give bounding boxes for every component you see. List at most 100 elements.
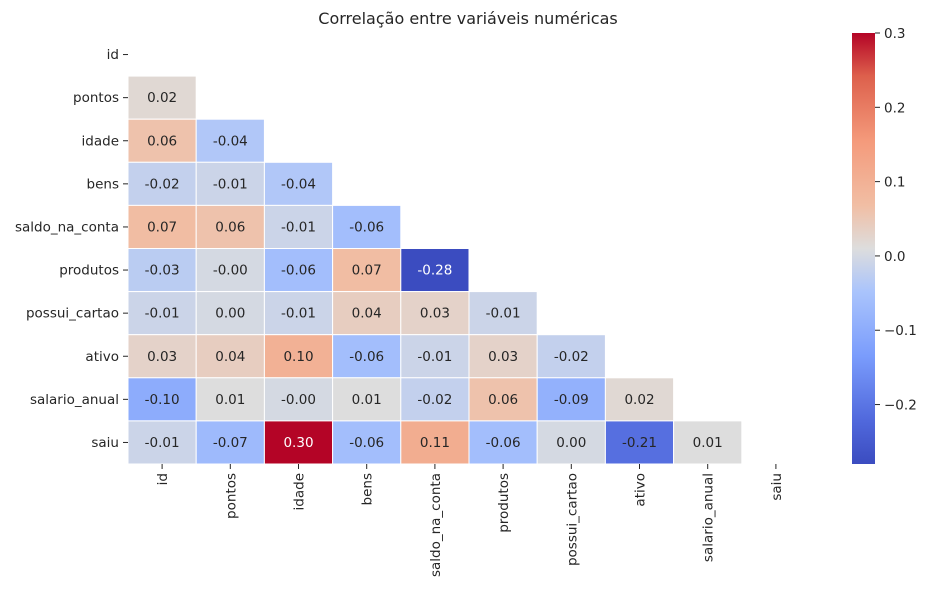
cell-value-label: 0.07 bbox=[147, 219, 177, 235]
y-tick-label: bens bbox=[87, 176, 119, 192]
heatmap-cell bbox=[263, 291, 334, 336]
colorbar-tick-label: 0.2 bbox=[884, 100, 905, 116]
heatmap-cell bbox=[127, 75, 197, 120]
x-tick-label: salario_anual bbox=[701, 473, 717, 562]
x-tick-label: id bbox=[155, 473, 171, 485]
cell-value-label: 0.06 bbox=[488, 392, 518, 408]
cell-value-label: -0.06 bbox=[349, 349, 384, 365]
colorbar-tick-label: −0.1 bbox=[884, 323, 917, 339]
cell-value-label: -0.07 bbox=[213, 435, 248, 451]
cell-value-label: 0.03 bbox=[420, 306, 450, 322]
colorbar-tick-label: 0.1 bbox=[884, 175, 905, 191]
colorbar: 0.3 0.2 0.1 0.0 −0.1 −0.2 bbox=[852, 26, 917, 464]
x-tick-label: saiu bbox=[769, 473, 785, 501]
cell-value-label: 0.03 bbox=[488, 349, 518, 365]
cell-value-label: -0.06 bbox=[486, 435, 521, 451]
heatmap-cell bbox=[400, 291, 470, 336]
heatmap-cell bbox=[468, 334, 538, 379]
heatmap-cell bbox=[127, 334, 197, 379]
cell-value-label: 0.04 bbox=[215, 349, 245, 365]
x-tick-label: idade bbox=[292, 473, 308, 510]
cell-value-label: 0.00 bbox=[215, 306, 245, 322]
x-tick-label: bens bbox=[360, 473, 376, 505]
y-tick-label: produtos bbox=[59, 263, 119, 279]
x-axis-tick-labels: id pontos idade bens saldo_na_conta produtos p… bbox=[155, 464, 785, 577]
cell-value-label: 0.11 bbox=[420, 435, 450, 451]
heatmap-cell bbox=[536, 334, 606, 379]
y-tick-label: saldo_na_conta bbox=[15, 219, 119, 235]
cell-value-label: -0.01 bbox=[417, 349, 452, 365]
cell-value-label: 0.06 bbox=[215, 219, 245, 235]
heatmap-cell bbox=[332, 204, 402, 249]
y-tick-label: ativo bbox=[85, 349, 119, 365]
heatmap-cell bbox=[195, 204, 265, 249]
cell-value-label: 0.02 bbox=[624, 392, 654, 408]
cell-value-label: -0.01 bbox=[486, 306, 521, 322]
heatmap-cell bbox=[332, 248, 402, 293]
cell-value-label: -0.00 bbox=[281, 392, 316, 408]
x-tick-label: pontos bbox=[223, 473, 239, 519]
y-tick-label: pontos bbox=[73, 90, 119, 106]
cell-value-label: 0.01 bbox=[352, 392, 382, 408]
y-tick-label: id bbox=[107, 47, 119, 63]
heatmap-cell bbox=[127, 420, 197, 465]
heatmap-cell bbox=[127, 377, 197, 422]
cell-value-label: -0.10 bbox=[145, 392, 180, 408]
cell-value-label: -0.02 bbox=[554, 349, 589, 365]
cell-value-label: -0.04 bbox=[281, 176, 316, 192]
colorbar-gradient bbox=[852, 33, 875, 464]
heatmap-cell bbox=[536, 420, 606, 465]
cell-value-label: -0.02 bbox=[417, 392, 452, 408]
colorbar-tick-label: 0.3 bbox=[884, 26, 905, 42]
cell-value-label: 0.10 bbox=[283, 349, 313, 365]
cell-value-label: -0.21 bbox=[622, 435, 657, 451]
heatmap-cell bbox=[127, 118, 197, 163]
cell-value-label: 0.02 bbox=[147, 90, 177, 106]
heatmap-cell bbox=[195, 248, 265, 293]
cell-value-label: -0.01 bbox=[145, 435, 180, 451]
cell-value-label: 0.07 bbox=[352, 263, 382, 279]
heatmap-cell bbox=[468, 291, 538, 336]
cell-value-label: -0.02 bbox=[145, 176, 180, 192]
y-tick-label: salario_anual bbox=[30, 392, 119, 408]
cell-value-label: 0.01 bbox=[693, 435, 723, 451]
colorbar-tick-label: 0.0 bbox=[884, 249, 905, 265]
heatmap-cell bbox=[195, 291, 265, 336]
cell-value-label: 0.30 bbox=[283, 435, 313, 451]
cell-value-label: -0.06 bbox=[281, 263, 316, 279]
chart-title: Correlação entre variáveis numéricas bbox=[318, 9, 617, 28]
x-tick-label: ativo bbox=[633, 473, 649, 507]
y-tick-label: saiu bbox=[91, 435, 119, 451]
cell-value-label: 0.01 bbox=[215, 392, 245, 408]
heatmap-cell bbox=[468, 420, 538, 465]
heatmap-cells: 0.02 0.06 -0.04 -0.02 -0.01 -0.04 0.07 0.06 -0.0… bbox=[127, 75, 743, 465]
heatmap-cell bbox=[195, 334, 265, 379]
heatmap-cell bbox=[332, 291, 402, 336]
heatmap-cell bbox=[332, 334, 402, 379]
cell-value-label: -0.28 bbox=[417, 263, 452, 279]
y-tick-label: possui_cartao bbox=[26, 306, 119, 322]
cell-value-label: -0.06 bbox=[349, 219, 384, 235]
cell-value-label: 0.00 bbox=[556, 435, 586, 451]
cell-value-label: -0.01 bbox=[281, 306, 316, 322]
x-tick-label: saldo_na_conta bbox=[428, 473, 444, 577]
heatmap-cell bbox=[263, 377, 334, 422]
heatmap-cell bbox=[263, 161, 334, 206]
cell-value-label: -0.04 bbox=[213, 133, 248, 149]
heatmap-cell bbox=[263, 420, 334, 465]
x-tick-label: possui_cartao bbox=[564, 473, 580, 566]
cell-value-label: -0.01 bbox=[213, 176, 248, 192]
heatmap-cell bbox=[195, 118, 265, 163]
heatmap-cell bbox=[673, 420, 743, 465]
cell-value-label: 0.06 bbox=[147, 133, 177, 149]
x-tick-label: produtos bbox=[496, 473, 512, 533]
cell-value-label: -0.01 bbox=[145, 306, 180, 322]
colorbar-tick-label: −0.2 bbox=[884, 398, 917, 414]
y-tick-label: idade bbox=[82, 133, 119, 149]
cell-value-label: -0.00 bbox=[213, 263, 248, 279]
heatmap-cell bbox=[332, 420, 402, 465]
cell-value-label: -0.03 bbox=[145, 263, 180, 279]
cell-value-label: -0.06 bbox=[349, 435, 384, 451]
cell-value-label: 0.03 bbox=[147, 349, 177, 365]
